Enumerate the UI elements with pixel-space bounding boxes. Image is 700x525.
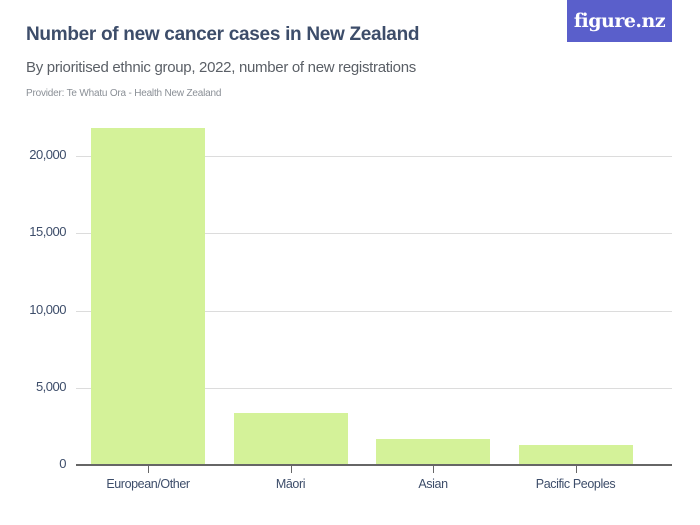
bar-m-ori: [233, 412, 348, 465]
y-tick-label: 0: [59, 456, 66, 471]
gridline: [76, 233, 672, 235]
x-tick: [433, 466, 434, 473]
x-tick: [575, 466, 577, 473]
x-axis-line: [76, 464, 672, 466]
y-tick-label: 10,000: [29, 301, 66, 317]
y-tick-label: 20,000: [29, 147, 66, 162]
x-tick: [148, 466, 149, 473]
chart-title: Number of new cancer cases in New Zealan…: [26, 24, 420, 45]
gridline: [76, 156, 672, 157]
x-axis-label: European/Other: [106, 477, 190, 491]
chart-subtitle: By prioritised ethnic group, 2022, numbe…: [26, 59, 416, 76]
gridline: [76, 310, 672, 312]
figure-nz-logo[interactable]: figure.nz: [567, 0, 672, 42]
data-provider: Provider: Te Whatu Ora - Health New Zeal…: [26, 88, 222, 99]
y-tick-label: 5,000: [35, 378, 67, 394]
gridline: [76, 387, 672, 389]
bar-european-other: [91, 128, 205, 465]
bar-pacific-peoples: [518, 444, 633, 465]
x-axis-label: Pacific Peoples: [535, 477, 616, 491]
x-tick: [290, 466, 292, 473]
x-axis-label: Māori: [275, 477, 306, 491]
bar-asian: [376, 438, 490, 465]
y-tick-label: 15,000: [29, 224, 66, 240]
x-axis-label: Asian: [418, 477, 448, 491]
